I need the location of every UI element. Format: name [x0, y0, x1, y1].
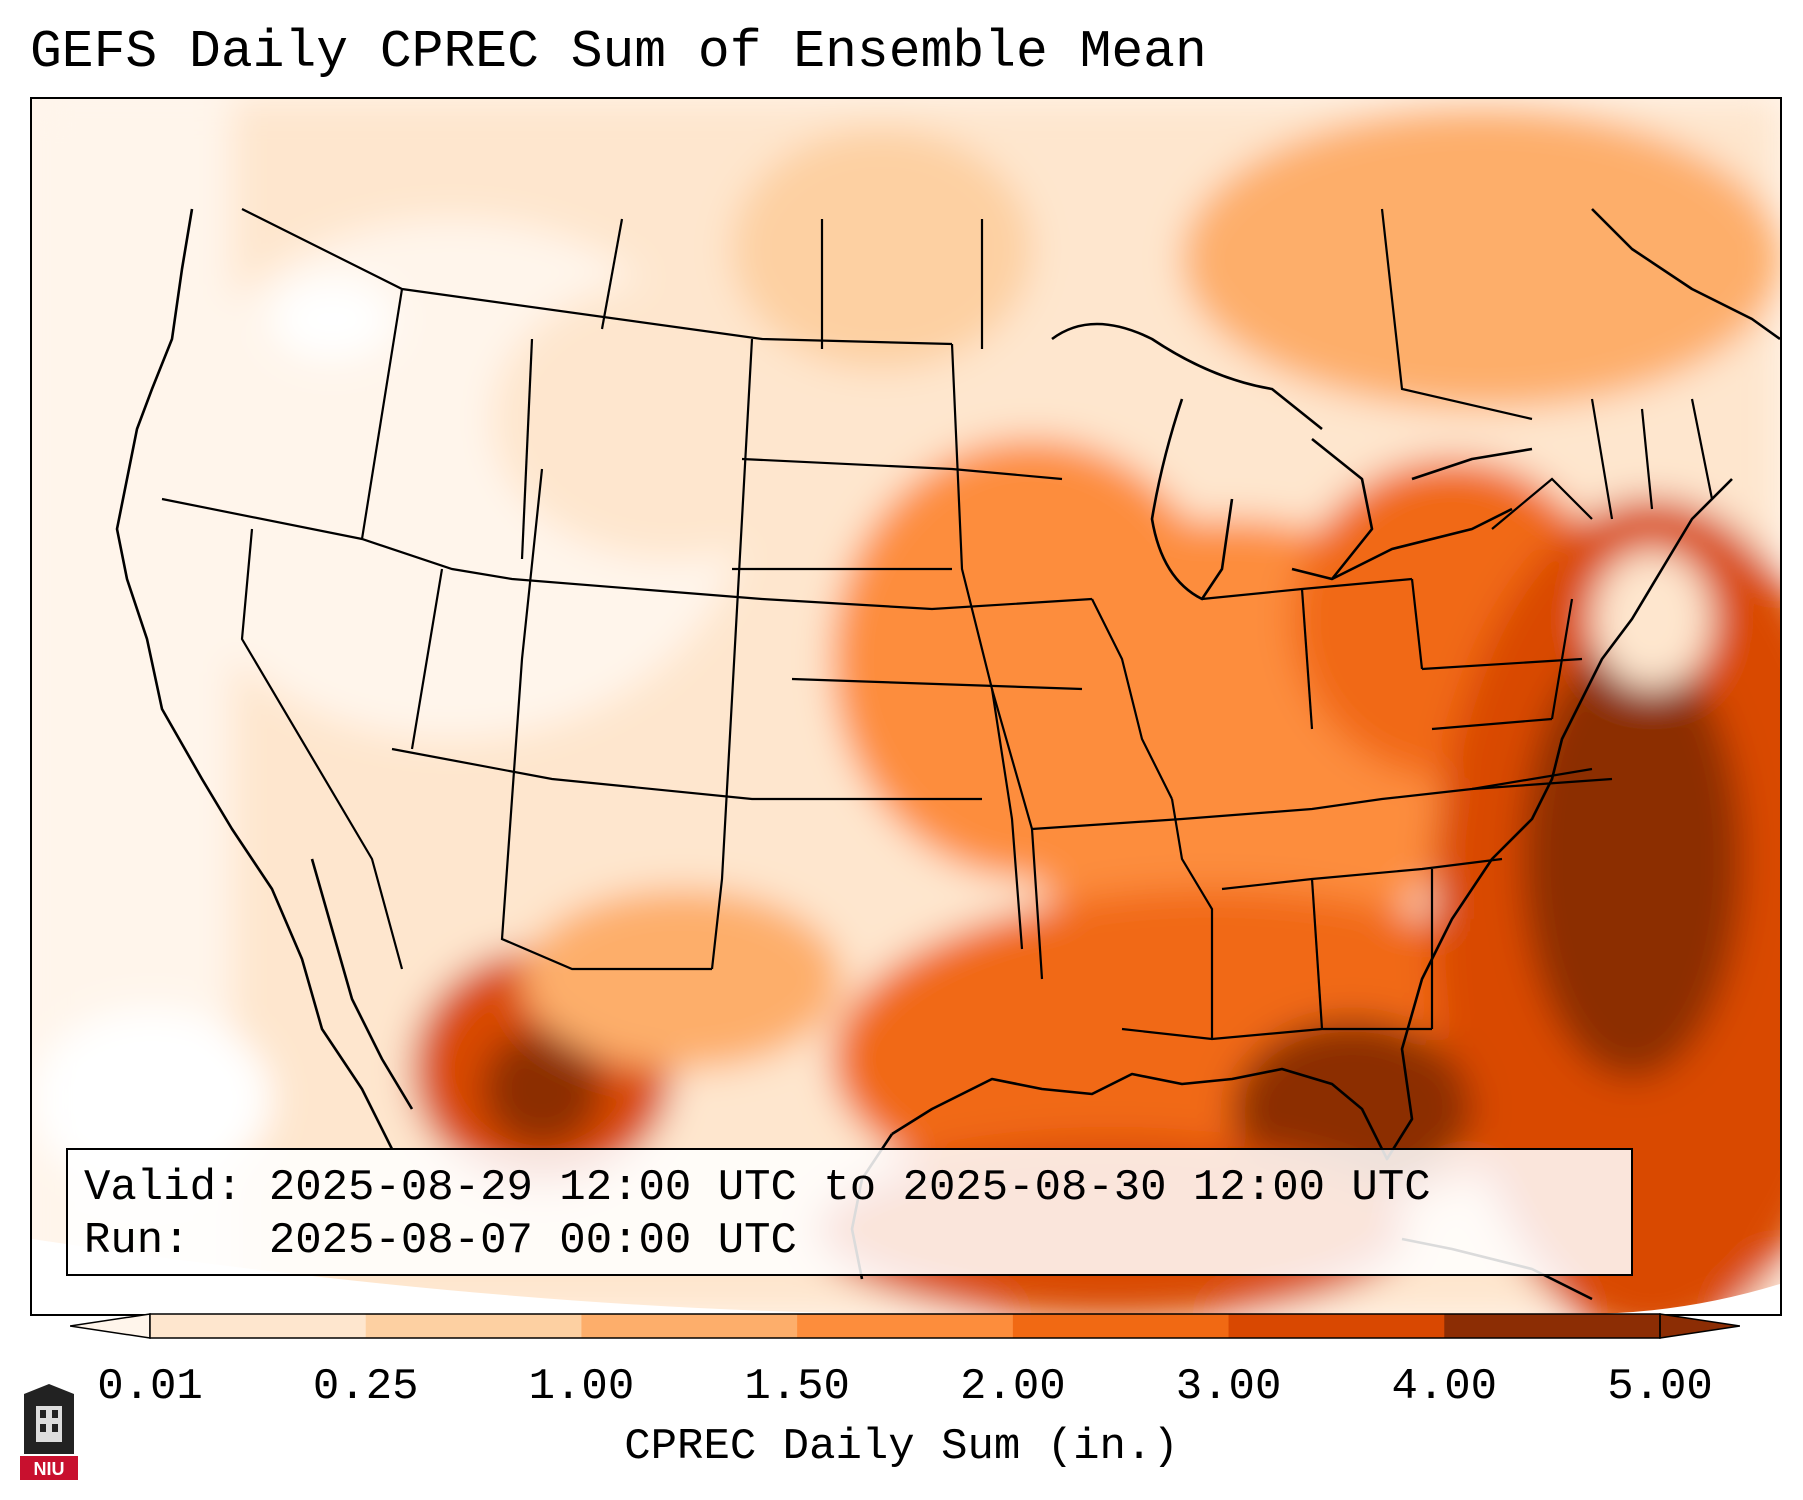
colorbar-segment — [1444, 1314, 1661, 1338]
svg-text:NIU: NIU — [34, 1459, 65, 1479]
colorbar-extend-low — [70, 1313, 151, 1339]
valid-run-info-box: Valid: 2025-08-29 12:00 UTC to 2025-08-3… — [66, 1148, 1633, 1276]
colorbar-tick-label: 3.00 — [1175, 1362, 1282, 1412]
colorbar-tick-label: 5.00 — [1607, 1362, 1713, 1412]
run-line: Run: 2025-08-07 00:00 UTC — [84, 1215, 1615, 1268]
colorbar-tick-label: 1.50 — [744, 1362, 850, 1412]
colorbar-segment — [797, 1314, 1014, 1338]
colorbar-tick-label: 1.00 — [528, 1362, 635, 1412]
colorbar-tick-label: 0.25 — [312, 1362, 419, 1412]
colorbar-tick-label: 0.01 — [97, 1362, 203, 1412]
colorbar-label: CPREC Daily Sum (in.) — [624, 1422, 1179, 1472]
valid-label: Valid: — [84, 1163, 243, 1213]
valid-value: 2025-08-29 12:00 UTC to 2025-08-30 12:00… — [268, 1163, 1431, 1213]
run-label: Run: — [84, 1216, 190, 1266]
colorbar-segment — [581, 1314, 798, 1338]
run-value: 2025-08-07 00:00 UTC — [268, 1216, 797, 1266]
map-svg — [32, 99, 1780, 1314]
colorbar-segment — [365, 1314, 582, 1338]
colorbar-segment — [1228, 1314, 1445, 1338]
valid-line: Valid: 2025-08-29 12:00 UTC to 2025-08-3… — [84, 1162, 1615, 1215]
colorbar-tick-label: 2.00 — [960, 1362, 1066, 1412]
projection-edge — [32, 1239, 932, 1314]
precipitation-field — [32, 99, 1780, 1314]
state-borders — [161, 208, 1714, 1041]
coastlines — [115, 208, 1780, 1301]
map-title: GEFS Daily CPREC Sum of Ensemble Mean — [30, 22, 1207, 82]
colorbar-segment — [1012, 1314, 1230, 1338]
precipitation-map — [30, 97, 1782, 1316]
colorbar-extend-high — [1659, 1313, 1740, 1339]
colorbar-tick-label: 4.00 — [1391, 1362, 1498, 1412]
niu-logo: NIU — [20, 1384, 78, 1480]
colorbar — [70, 1313, 1740, 1339]
colorbar-segment — [150, 1314, 367, 1338]
